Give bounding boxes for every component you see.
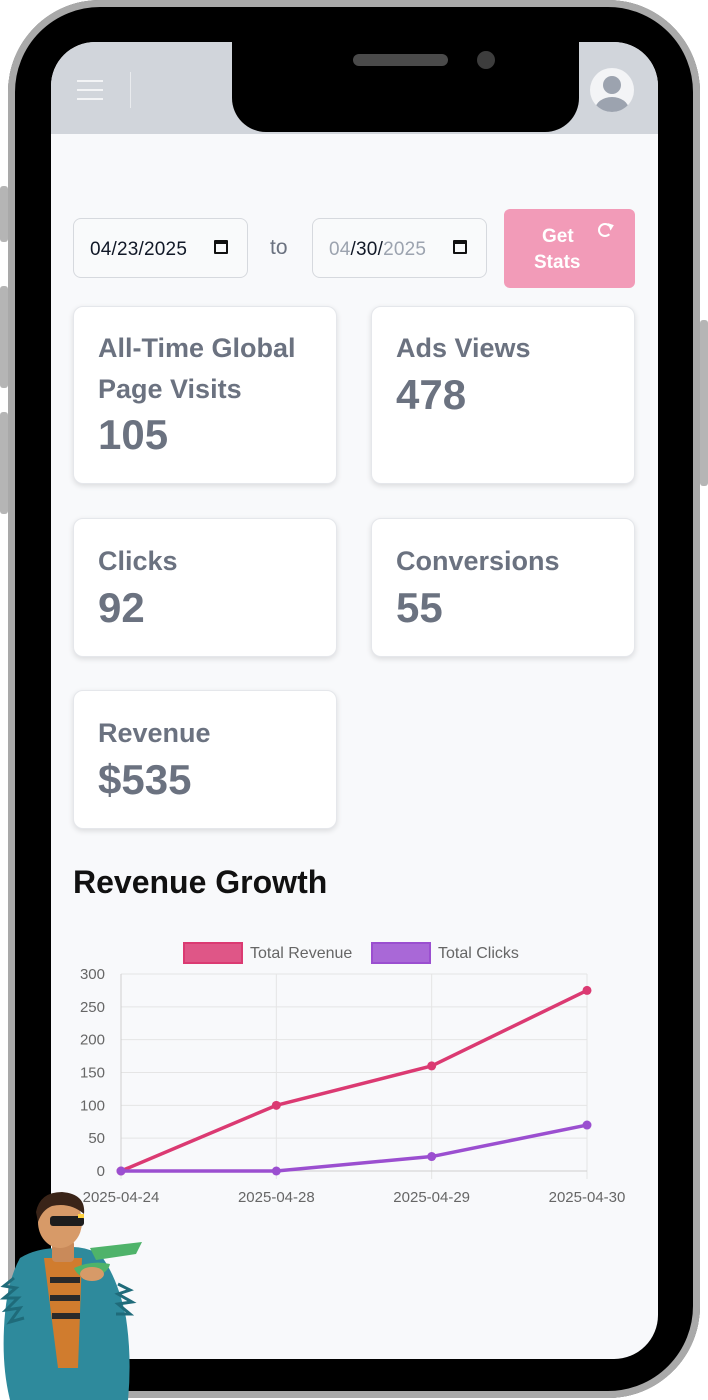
series-line-revenue (120, 988, 588, 1173)
legend-swatch (371, 942, 431, 964)
stat-label: Page Visits (98, 374, 242, 404)
start-date-value: 04/23/2025 (90, 239, 188, 260)
x-tick-label: 2025-04-28 (238, 1189, 315, 1206)
legend-swatch (183, 942, 243, 964)
legend-label: Total Revenue (250, 945, 352, 962)
data-point (582, 1120, 592, 1130)
stat-label: Revenue (98, 718, 211, 748)
x-tick-label: 2025-04-29 (393, 1189, 470, 1206)
y-tick-label: 50 (88, 1130, 105, 1147)
mascot-illustration (0, 1192, 142, 1400)
stat-value: $535 (98, 756, 192, 803)
data-point (427, 1061, 437, 1071)
app-screen: 04/23/2025 to 04/30/2025 Get Stats All-T… (51, 42, 658, 1359)
stat-card-conversions: Conversions 55 (371, 518, 635, 657)
end-date-value: 04/30/2025 (329, 239, 427, 260)
get-stats-button[interactable]: Get Stats (504, 209, 635, 288)
start-date-input[interactable]: 04/23/2025 (73, 218, 248, 278)
stat-label: Clicks (98, 546, 178, 576)
phone-edge (8, 0, 700, 1398)
y-tick-label: 200 (80, 1032, 105, 1049)
x-tick-label: 2025-04-30 (549, 1189, 626, 1206)
phone-side-button (700, 320, 708, 486)
refresh-icon (598, 223, 612, 237)
y-tick-label: 100 (80, 1097, 105, 1114)
topbar-divider (130, 72, 131, 108)
calendar-icon[interactable] (214, 240, 228, 254)
y-tick-label: 300 (80, 966, 105, 983)
stat-value: 55 (396, 584, 443, 631)
phone-side-button (0, 186, 8, 242)
stat-value: 92 (98, 584, 145, 631)
revenue-growth-chart: 300 250 200 150 100 50 0 2025-04-24 2025-04-28 20… (80, 942, 626, 1206)
stat-card-revenue: Revenue $535 (73, 690, 337, 829)
phone-notch (232, 42, 579, 132)
calendar-icon[interactable] (453, 240, 467, 254)
legend-label: Total Clicks (438, 945, 519, 962)
y-tick-label: 150 (80, 1065, 105, 1082)
speaker-grille (353, 54, 448, 66)
section-title: Revenue Growth (73, 864, 328, 900)
stat-value: 478 (396, 371, 467, 418)
stat-card-page-visits: All-Time Global Page Visits 105 (73, 306, 337, 484)
date-range-separator: to (270, 236, 288, 259)
stat-card-clicks: Clicks 92 (73, 518, 337, 657)
data-point (271, 1100, 281, 1110)
data-point (427, 1152, 437, 1162)
data-point (116, 1166, 126, 1176)
menu-icon[interactable] (77, 80, 103, 100)
end-date-input[interactable]: 04/30/2025 (312, 218, 487, 278)
data-point (271, 1166, 281, 1176)
stat-label: All-Time Global (98, 333, 296, 363)
data-point (582, 985, 592, 995)
stat-label: Ads Views (396, 333, 531, 363)
stat-label: Conversions (396, 546, 560, 576)
front-camera (477, 51, 495, 69)
phone-side-button (0, 286, 8, 388)
y-tick-label: 0 (97, 1163, 105, 1180)
phone-side-button (0, 412, 8, 514)
stat-card-ads-views: Ads Views 478 (371, 306, 635, 484)
y-tick-label: 250 (80, 999, 105, 1016)
user-avatar-icon[interactable] (590, 68, 634, 112)
series-line-clicks (121, 1123, 588, 1173)
x-tick-label: 2025-04-24 (83, 1189, 160, 1206)
stat-value: 105 (98, 411, 169, 458)
